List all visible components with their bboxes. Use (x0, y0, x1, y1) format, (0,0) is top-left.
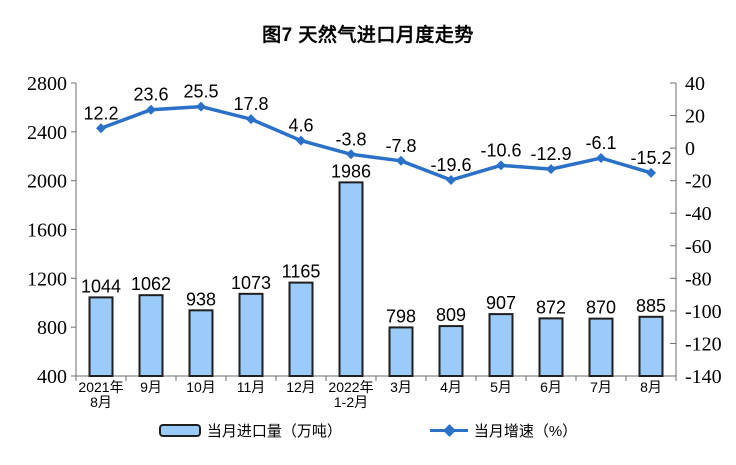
growth-line (99, 104, 653, 182)
bar-1 (138, 294, 164, 378)
right-axis-tick-label: -60 (685, 236, 712, 258)
x-axis-category-label: 3月 (390, 379, 412, 395)
bar-label-4: 1165 (282, 262, 321, 282)
left-axis-tick-label: 2400 (27, 122, 67, 144)
combo-chart: 2800 2400 2000 1600 1200 800 400 40 20 0 -20 -40 -60… (27, 73, 722, 410)
x-axis-category-label: 2021年 8月 (78, 379, 123, 410)
line-point-5 (346, 149, 356, 160)
bar-8 (488, 313, 514, 378)
right-axis-tick-label: -80 (685, 268, 712, 290)
x-axis-category-label: 2022年 1-2月 (328, 379, 373, 410)
diamond-marker-icon (442, 424, 456, 437)
right-axis-tick-label: -100 (685, 301, 722, 323)
left-axis-tick-label: 400 (37, 366, 67, 388)
line-point-11 (646, 167, 656, 178)
bar-label-10: 870 (586, 298, 616, 318)
left-axis-tick-label: 1200 (27, 268, 67, 290)
left-axis-tick-label: 1600 (27, 220, 67, 242)
bar-10 (588, 317, 614, 377)
x-axis-category-label: 10月 (186, 379, 216, 395)
line-point-9 (546, 164, 556, 175)
bar-9 (538, 317, 564, 378)
x-axis-category-label: 12月 (286, 379, 316, 395)
bar-label-11: 885 (636, 296, 666, 316)
line-series-swatch (429, 424, 468, 437)
bar-label-0: 1044 (81, 276, 121, 296)
bar-label-2: 938 (186, 289, 216, 309)
line-point-1 (146, 104, 156, 115)
line-point-0 (96, 123, 106, 134)
bar-5 (338, 181, 364, 377)
right-axis-tick-label: 20 (685, 106, 705, 128)
line-label-5: -3.8 (335, 129, 366, 149)
line-point-3 (246, 114, 256, 125)
left-axis-tick-label: 800 (37, 317, 67, 339)
x-axis-category-label: 5月 (490, 379, 512, 395)
x-axis-category-label: 9月 (140, 379, 162, 395)
bar-6 (388, 326, 414, 377)
line-point-8 (496, 160, 506, 171)
bar-7 (438, 325, 464, 377)
left-axis-tick-label: 2800 (27, 73, 67, 95)
left-axis-tick-label: 2000 (27, 171, 67, 193)
bar-0 (88, 296, 114, 377)
line-label-8: -10.6 (480, 140, 521, 160)
right-axis-tick-label: -120 (685, 333, 722, 355)
bar-label-8: 907 (486, 293, 516, 313)
bar-label-6: 798 (386, 306, 416, 326)
bar-3 (238, 292, 264, 378)
x-axis-category-label: 6月 (540, 379, 562, 395)
line-label-11: -15.2 (630, 148, 671, 168)
line-point-6 (396, 155, 406, 166)
line-point-7 (446, 175, 456, 186)
bar-label-7: 809 (436, 305, 466, 325)
line-point-10 (596, 153, 606, 164)
x-axis-category-label: 4月 (440, 379, 462, 395)
line-label-0: 12.2 (83, 103, 118, 123)
right-axis-tick-label: -40 (685, 203, 712, 225)
bar-2 (188, 309, 214, 377)
bar-series-swatch (158, 424, 201, 437)
line-label-6: -7.8 (385, 136, 416, 156)
line-label-9: -12.9 (530, 144, 571, 164)
x-axis-category-label: 7月 (590, 379, 612, 395)
bar-label-1: 1062 (131, 274, 171, 294)
chart-title: 图7 天然气进口月度走势 (262, 25, 474, 46)
line-label-1: 23.6 (133, 85, 168, 105)
line-label-2: 25.5 (183, 82, 218, 102)
line-point-4 (296, 135, 306, 146)
legend-item-imports: 当月进口量（万吨） (158, 420, 342, 441)
bar-label-9: 872 (536, 297, 566, 317)
bar-label-3: 1073 (231, 273, 271, 293)
line-label-4: 4.6 (288, 116, 313, 136)
bar-label-5: 1986 (331, 161, 371, 181)
legend-label-growth: 当月增速（%） (473, 423, 578, 440)
legend-item-growth: 当月增速（%） (429, 420, 578, 441)
right-axis-tick-label: -20 (685, 171, 712, 193)
legend-label-imports: 当月进口量（万吨） (206, 423, 342, 440)
right-axis-tick-label: 40 (685, 73, 705, 95)
x-axis-category-label: 11月 (237, 379, 266, 395)
line-point-2 (196, 101, 206, 112)
right-axis-tick-label: -140 (685, 366, 722, 388)
line-label-3: 17.8 (233, 94, 268, 114)
line-label-7: -19.6 (430, 155, 471, 175)
line-label-10: -6.1 (585, 133, 616, 153)
chart-legend: 当月进口量（万吨） 当月增速（%） (0, 420, 736, 441)
x-axis-category-label: 8月 (640, 379, 662, 395)
bar-4 (288, 281, 314, 378)
right-axis-tick-label: 0 (685, 138, 695, 160)
bar-11 (638, 315, 664, 377)
